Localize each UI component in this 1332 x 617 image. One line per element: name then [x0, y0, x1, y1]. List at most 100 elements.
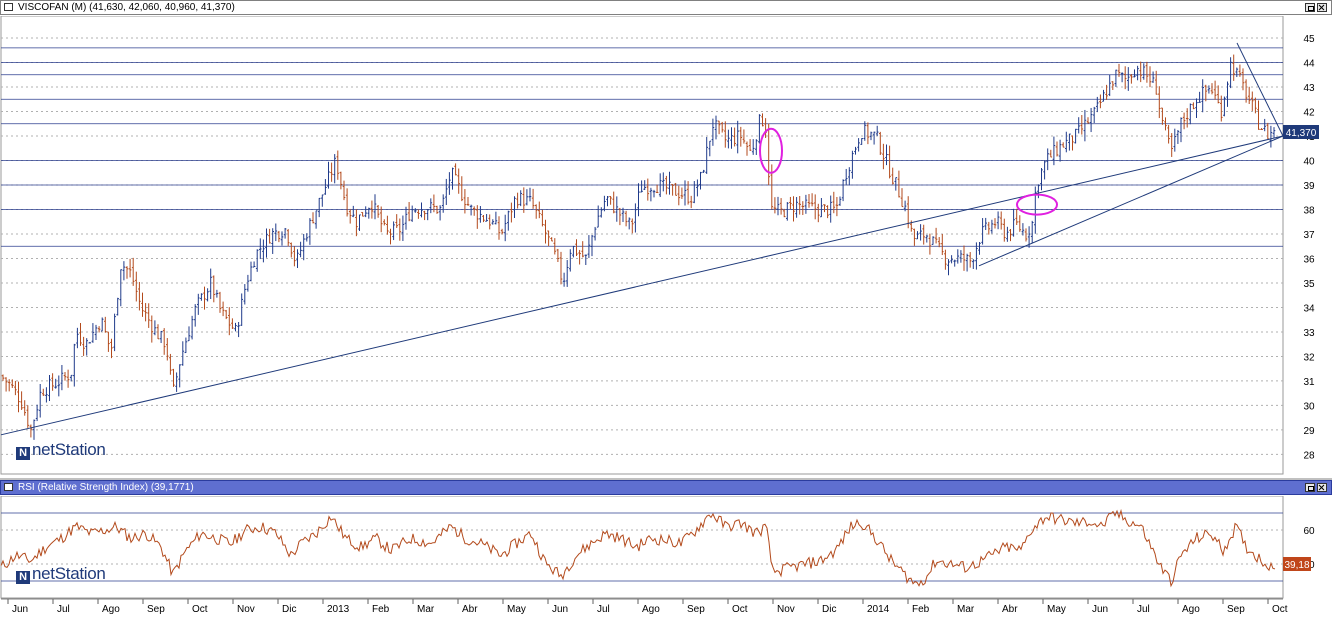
ohlc-bar: [807, 193, 811, 208]
ohlc-bar: [534, 204, 538, 219]
ohlc-bar: [1201, 79, 1204, 113]
ohlc-bar: [776, 196, 780, 216]
ohlc-bar: [392, 221, 395, 241]
ohlc-bar: [603, 195, 606, 212]
last-price-marker: 41,370: [1283, 125, 1319, 139]
ohlc-bar: [1024, 228, 1028, 242]
x-tick-label: Sep: [687, 604, 705, 615]
y-tick-label: 35: [1303, 279, 1315, 290]
ohlc-bar: [500, 228, 504, 235]
highlight-ellipse: [759, 127, 783, 174]
ohlc-bar: [476, 205, 479, 229]
x-tick-label: Jun: [1092, 604, 1108, 615]
ohlc-bar: [649, 187, 653, 202]
ohlc-bar: [51, 373, 54, 391]
ohlc-bar: [345, 188, 349, 217]
ohlc-bar: [996, 211, 1000, 230]
ohlc-bar: [29, 424, 33, 438]
ohlc-bar: [956, 249, 960, 264]
close-button[interactable]: [1317, 483, 1327, 492]
rsi-chart-window: RSI (Relative Strength Index) (39,1771) …: [0, 480, 1332, 617]
ohlc-bar: [386, 215, 389, 235]
ohlc-bar: [1068, 133, 1071, 151]
ohlc-bar: [348, 208, 352, 224]
ohlc-bar: [826, 205, 829, 219]
ohlc-bar: [931, 236, 935, 245]
ohlc-bar: [851, 150, 854, 179]
ohlc-bar: [786, 202, 789, 221]
ohlc-bar: [1086, 117, 1090, 124]
ohlc-bar: [203, 286, 206, 310]
ohlc-bar: [373, 194, 377, 220]
ohlc-bar: [358, 214, 361, 232]
restore-button[interactable]: [1305, 3, 1315, 12]
ohlc-bar: [1117, 63, 1121, 77]
ohlc-bar: [1161, 107, 1164, 125]
ohlc-bar: [621, 207, 625, 223]
ohlc-bar: [1018, 215, 1022, 232]
ohlc-bar: [237, 321, 240, 338]
ohlc-bar: [1096, 96, 1099, 113]
price-chart-titlebar: VISCOFAN (M) (41,630, 42,060, 40,960, 41…: [0, 0, 1332, 15]
ohlc-bar: [693, 181, 696, 204]
y-tick-label: 45: [1303, 34, 1315, 45]
ohlc-bar: [1061, 142, 1065, 148]
x-tick-label: Jun: [12, 604, 28, 615]
ohlc-bar: [94, 324, 98, 340]
ohlc-bar: [844, 168, 848, 185]
ohlc-bar: [717, 120, 721, 135]
close-button[interactable]: [1317, 3, 1327, 12]
ohlc-bar: [469, 204, 473, 216]
ohlc-bar: [308, 218, 312, 245]
ohlc-bar: [181, 341, 185, 366]
ohlc-bar: [677, 185, 681, 206]
ohlc-bar: [197, 293, 200, 315]
ohlc-bar: [466, 196, 470, 206]
ohlc-bar: [1148, 66, 1152, 88]
ohlc-bar: [925, 234, 929, 243]
ohlc-bar: [1182, 112, 1186, 130]
ohlc-bar: [1223, 96, 1226, 117]
ohlc-bar: [1257, 100, 1260, 130]
x-tick-label: Sep: [1227, 604, 1245, 615]
ohlc-bar: [863, 121, 867, 141]
ohlc-bar: [107, 331, 110, 352]
ohlc-bar: [1055, 141, 1059, 157]
ohlc-bar: [218, 291, 222, 313]
ohlc-bar: [299, 241, 302, 258]
ohlc-bar: [215, 289, 219, 298]
ohlc-bar: [361, 211, 364, 217]
ohlc-bar: [1229, 57, 1232, 89]
x-tick-label: May: [507, 604, 526, 615]
ohlc-bar: [1151, 71, 1155, 83]
ohlc-bar: [1123, 66, 1127, 90]
ohlc-bar: [1173, 128, 1177, 152]
restore-button[interactable]: [1305, 483, 1315, 492]
y-tick-label: 39: [1303, 181, 1315, 192]
ohlc-bar: [525, 189, 529, 206]
ohlc-bar: [262, 239, 265, 263]
ohlc-bar: [919, 224, 922, 241]
ohlc-bar: [689, 195, 693, 209]
ohlc-bar: [947, 259, 950, 276]
ohlc-bar: [314, 210, 318, 229]
ohlc-bar: [978, 242, 981, 255]
x-tick-label: Abr: [1002, 604, 1018, 615]
x-tick-label: Oct: [1272, 604, 1288, 615]
ohlc-bar: [1213, 80, 1217, 100]
ohlc-bar: [581, 241, 584, 258]
ohlc-bar: [162, 328, 166, 355]
ohlc-bar: [1241, 68, 1245, 91]
ohlc-bar: [274, 223, 278, 242]
ohlc-bar: [888, 145, 891, 179]
ohlc-bar: [541, 209, 544, 227]
ohlc-bar: [1080, 115, 1084, 135]
ohlc-bar: [138, 281, 141, 311]
x-tick-label: May: [1047, 604, 1066, 615]
ohlc-bar: [671, 183, 674, 196]
ohlc-bar: [801, 201, 805, 216]
ohlc-bar: [45, 387, 48, 403]
y-tick-label: 29: [1303, 426, 1315, 437]
ohlc-bar: [643, 180, 646, 191]
y-tick-label: 38: [1303, 205, 1315, 216]
